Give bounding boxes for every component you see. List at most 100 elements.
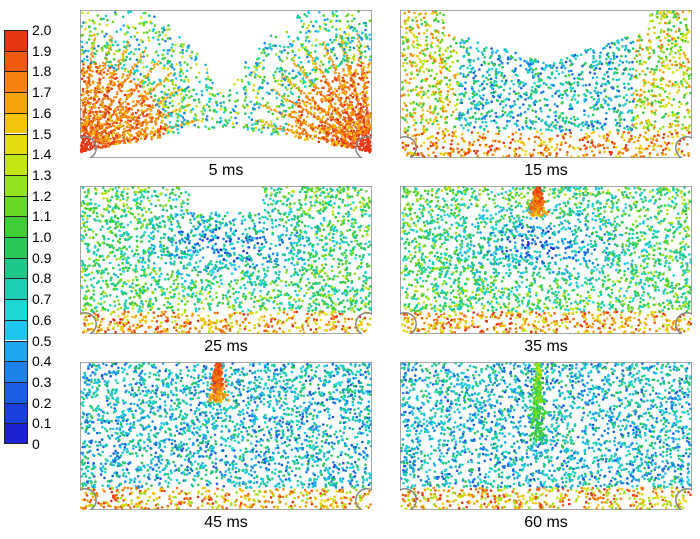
particle-point xyxy=(639,105,643,108)
particle-point xyxy=(669,47,673,51)
particle-point xyxy=(478,68,481,71)
particle-point xyxy=(115,73,118,76)
particle-point xyxy=(406,26,410,29)
particle-point xyxy=(161,96,164,99)
particle-point xyxy=(168,112,171,116)
particle-point xyxy=(144,77,147,80)
particle-point xyxy=(212,108,216,112)
particle-point xyxy=(280,102,283,106)
particle-point xyxy=(128,89,132,92)
particle-point xyxy=(148,115,151,119)
particle-point xyxy=(101,103,104,106)
particle-point xyxy=(124,121,127,124)
particle-point xyxy=(362,121,366,124)
particle-point xyxy=(561,82,565,86)
particle-point xyxy=(284,75,287,78)
particle-point xyxy=(659,11,662,14)
particle-point xyxy=(85,87,88,90)
particle-point xyxy=(94,110,98,114)
colorbar-tick-label: 0.7 xyxy=(32,291,52,308)
particle-point xyxy=(171,80,174,84)
particle-point xyxy=(215,103,219,107)
particle-point xyxy=(327,57,330,60)
particle-point xyxy=(516,97,520,101)
particle-point xyxy=(107,145,110,148)
particle-point xyxy=(80,147,83,151)
particle-point xyxy=(234,100,237,103)
particle-point xyxy=(348,88,351,91)
particle-point xyxy=(281,101,285,104)
particle-point xyxy=(600,126,603,129)
particle-point xyxy=(137,132,141,136)
particle-point xyxy=(94,87,97,90)
particle-point xyxy=(466,111,470,114)
particle-point xyxy=(664,105,667,108)
particle-point xyxy=(123,45,126,49)
particle-point xyxy=(349,67,353,70)
particle-point xyxy=(308,72,312,75)
particle-point xyxy=(558,114,562,118)
particle-point xyxy=(339,82,342,85)
particle-point xyxy=(141,122,144,125)
particle-point xyxy=(93,123,97,127)
particle-point xyxy=(236,78,240,82)
particle-point xyxy=(348,45,352,49)
particle-point xyxy=(423,48,426,51)
particle-point xyxy=(342,68,345,71)
particle-point xyxy=(244,61,247,64)
particle-point xyxy=(228,93,232,97)
particle-point xyxy=(598,149,601,152)
particle-point xyxy=(490,61,494,64)
particle-point xyxy=(402,61,406,65)
particle-point xyxy=(117,127,121,131)
particle-point xyxy=(535,84,538,88)
particle-point xyxy=(258,102,261,106)
particle-point xyxy=(483,62,486,65)
particle-point xyxy=(84,27,87,31)
particle-point xyxy=(192,117,196,120)
particle-point xyxy=(188,104,191,107)
colorbar-segment xyxy=(4,92,28,113)
particle-point xyxy=(500,61,504,65)
particle-point xyxy=(86,83,89,87)
particle-point xyxy=(420,95,424,99)
particle-point xyxy=(685,92,688,95)
particle-point xyxy=(613,110,616,113)
particle-point xyxy=(522,141,525,144)
particle-point xyxy=(683,65,687,68)
particle-point xyxy=(136,31,139,35)
particle-point xyxy=(531,71,534,74)
particle-point xyxy=(341,91,344,94)
particle-point xyxy=(678,29,681,33)
particle-point xyxy=(252,88,255,92)
particle-point xyxy=(450,113,453,117)
particle-point xyxy=(287,35,290,38)
particle-point xyxy=(269,108,272,111)
particle-point xyxy=(363,50,367,53)
particle-point xyxy=(548,108,552,112)
particle-point xyxy=(171,100,174,103)
particle-point xyxy=(149,87,152,91)
particle-point xyxy=(166,52,169,55)
particle-point xyxy=(234,116,237,120)
particle-point xyxy=(282,126,285,130)
particle-point xyxy=(174,77,178,80)
particle-point xyxy=(298,16,301,19)
particle-point xyxy=(550,145,553,149)
particle-point xyxy=(607,107,611,111)
particle-point xyxy=(414,16,418,19)
particle-point xyxy=(313,111,316,115)
particle-point xyxy=(85,55,89,58)
particle-point xyxy=(350,25,354,29)
particle-point xyxy=(138,22,141,25)
particle-point xyxy=(359,106,363,110)
particle-point xyxy=(642,111,645,114)
particle-point xyxy=(324,23,328,27)
particle-point xyxy=(147,39,151,42)
particle-point xyxy=(224,119,227,122)
particle-point xyxy=(106,142,110,145)
particle-point xyxy=(639,144,642,148)
particle-point xyxy=(274,35,278,39)
particle-point xyxy=(305,95,308,99)
colorbar-tick-label: 0.5 xyxy=(32,332,52,349)
